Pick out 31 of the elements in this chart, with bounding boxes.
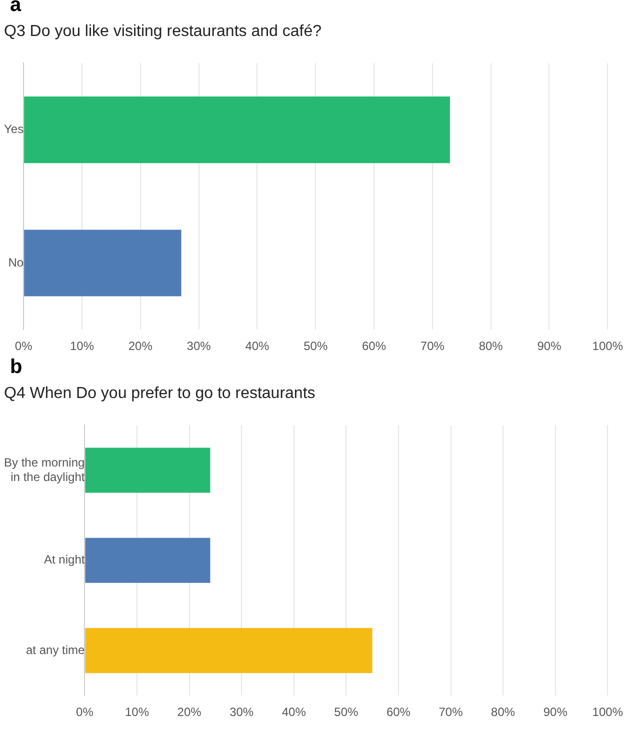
x-tick-label: 20% [177, 705, 202, 720]
x-tick-label: 40% [282, 705, 306, 720]
x-tick-label: 10% [124, 705, 150, 720]
x-tick-label: 90% [537, 339, 562, 354]
chart-title: Q4 When Do you prefer to go to restaurants [4, 385, 316, 402]
x-tick-label: 40% [245, 339, 270, 354]
x-tick-label: 50% [304, 339, 328, 354]
text: a [10, 0, 22, 17]
x-tick-label: 100% [592, 339, 624, 354]
x-tick-label: 10% [70, 339, 94, 354]
x-tick-label: 80% [491, 705, 516, 720]
x-tick-label: 80% [478, 339, 504, 354]
chart-title: Q3 Do you like visiting restaurants and café? [4, 23, 322, 40]
x-tick-label: 70% [438, 705, 464, 720]
x-tick-label: 90% [543, 705, 568, 720]
y-tick-label: No [8, 255, 24, 270]
x-tick-label: 60% [362, 339, 386, 354]
x-tick-label: 0% [76, 705, 94, 720]
x-tick-label: 100% [592, 705, 624, 720]
x-tick-label: 0% [14, 339, 33, 354]
y-tick-label: Yes [4, 122, 24, 136]
y-tick-label: at any time [26, 642, 86, 657]
y-tick-label: At night [44, 552, 86, 567]
x-tick-label: 60% [386, 705, 411, 720]
x-tick-label: 70% [420, 339, 445, 354]
x-tick-label: 50% [334, 705, 359, 720]
x-tick-label: 30% [230, 705, 254, 720]
x-tick-label: 20% [128, 339, 153, 354]
text: b [10, 356, 22, 379]
x-tick-label: 30% [186, 339, 212, 354]
y-tick-label: By the morning in the daylight [4, 455, 86, 484]
